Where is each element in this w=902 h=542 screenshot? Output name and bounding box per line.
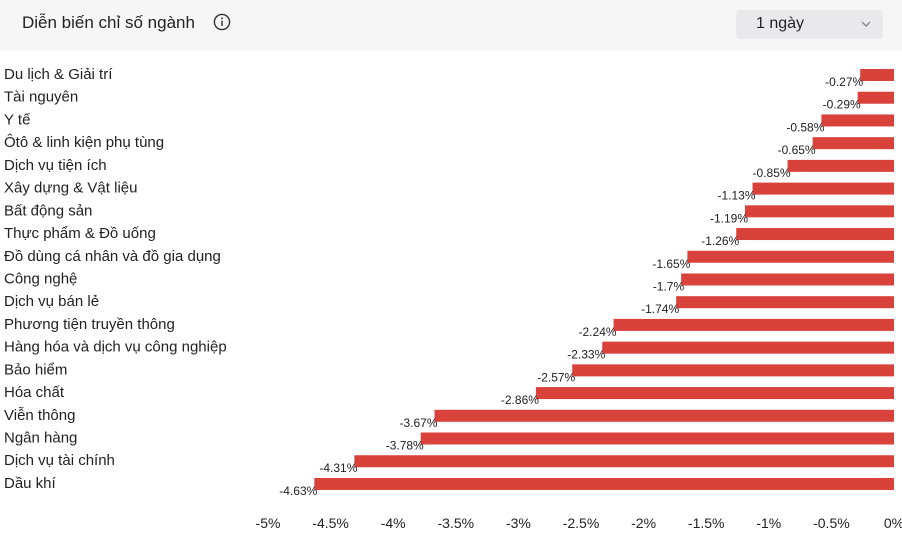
bar [676, 296, 894, 309]
value-label: -4.31% [319, 461, 357, 475]
category-label: Bảo hiểm [4, 361, 67, 378]
x-tick-label: -1% [756, 515, 781, 531]
category-label: Dịch vụ tiện ích [4, 157, 107, 174]
value-label: -0.27% [825, 75, 863, 89]
page-title: Diễn biến chỉ số ngành [22, 13, 195, 32]
bar [821, 114, 894, 127]
bar [860, 69, 894, 81]
bar [745, 205, 894, 218]
value-label: -1.65% [652, 257, 690, 271]
category-label: Dầu khí [4, 475, 57, 492]
x-tick-label: -3.5% [438, 515, 475, 531]
value-label: -0.65% [778, 143, 816, 157]
value-label: -2.24% [579, 325, 617, 339]
category-labels-group: Du lịch & Giải trí Tài nguyên Y tế Ôtô & li… [4, 66, 227, 492]
value-label: -1.26% [701, 234, 739, 248]
bar [434, 409, 894, 422]
x-tick-label: -4% [381, 515, 406, 531]
bar [354, 455, 894, 468]
category-label: Đồ dùng cá nhân và đồ gia dụng [4, 248, 221, 265]
bar [787, 159, 894, 172]
x-tick-label: -5% [256, 515, 281, 531]
bar [613, 318, 894, 331]
value-label: -0.85% [753, 166, 791, 180]
category-label: Công nghệ [4, 270, 77, 287]
bar [602, 341, 894, 354]
category-label: Xây dựng & Vật liệu [4, 180, 137, 197]
bars-group [314, 69, 895, 490]
bar [736, 228, 894, 241]
x-tick-label: -4.5% [312, 515, 349, 531]
bar [857, 91, 894, 104]
x-axis-ticks-group: -5% -4.5% -4% -3.5% -3% -2.5% -2% -1.5% -1% -0.5%… [256, 515, 902, 531]
category-label: Tài nguyên [4, 89, 78, 106]
value-label: -0.29% [823, 98, 861, 112]
value-label: -2.33% [567, 348, 605, 362]
bar [752, 182, 894, 195]
bar [687, 250, 894, 263]
bar [812, 137, 894, 150]
bar [420, 432, 894, 445]
value-label: -2.57% [537, 370, 575, 384]
category-label: Dịch vụ bán lẻ [4, 293, 99, 310]
value-label: -1.7% [653, 279, 685, 293]
x-tick-label: -0.5% [813, 515, 850, 531]
category-label: Phương tiện truyền thông [4, 316, 175, 333]
bar [535, 387, 894, 400]
value-label: -1.13% [717, 189, 755, 203]
value-labels-group: -0.27% -0.29% -0.58% -0.65% -0.85% -1.13% -1.1… [279, 75, 863, 498]
category-label: Thực phẩm & Đồ uống [4, 225, 156, 242]
bar [572, 364, 894, 377]
value-label: -3.78% [386, 439, 424, 453]
category-label: Dịch vụ tài chính [4, 452, 115, 469]
x-tick-label: -3% [506, 515, 531, 531]
value-label: -0.58% [786, 120, 824, 134]
value-label: -1.19% [710, 211, 748, 225]
value-label: -1.74% [641, 302, 679, 316]
chevron-down-icon [861, 21, 871, 27]
value-label: -4.63% [279, 484, 317, 498]
category-label: Hàng hóa và dịch vụ công nghiệp [4, 339, 227, 356]
value-label: -3.67% [399, 416, 437, 430]
category-label: Ngân hàng [4, 430, 77, 447]
x-tick-label: -1.5% [688, 515, 725, 531]
value-label: -2.86% [501, 393, 539, 407]
bar [681, 273, 894, 286]
x-tick-label: -2% [631, 515, 656, 531]
category-label: Du lịch & Giải trí [4, 66, 113, 83]
sector-bar-chart: Du lịch & Giải trí Tài nguyên Y tế Ôtô & li… [4, 66, 902, 531]
x-tick-label: -2.5% [563, 515, 600, 531]
category-label: Ôtô & linh kiện phụ tùng [4, 134, 164, 151]
bar [314, 477, 895, 490]
category-label: Y tế [4, 111, 31, 128]
chart-header: Diễn biến chỉ số ngành 1 ngày [0, 0, 902, 50]
x-tick-label: 0% [884, 515, 902, 531]
category-label: Hóa chất [4, 384, 65, 401]
category-label: Viễn thông [4, 407, 75, 424]
period-select[interactable]: 1 ngày [736, 10, 883, 39]
category-label: Bất động sản [4, 202, 92, 219]
period-select-value: 1 ngày [756, 15, 805, 32]
info-circle-icon[interactable] [213, 13, 231, 31]
